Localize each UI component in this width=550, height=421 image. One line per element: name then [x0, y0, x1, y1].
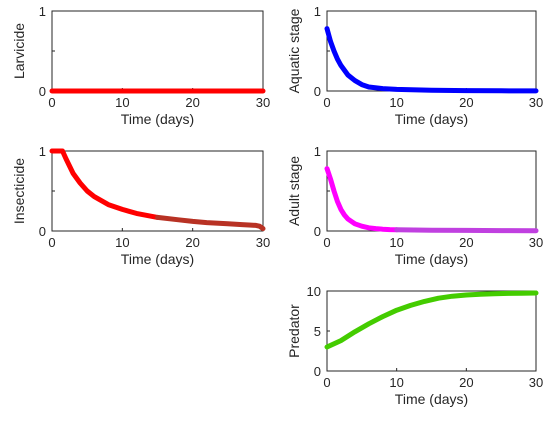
x-tick-label: 10: [115, 95, 129, 110]
y-tick-label: 1: [39, 4, 46, 19]
y-tick-label: 0: [39, 84, 46, 99]
y-axis-label: Larvicide: [11, 23, 27, 79]
y-axis-label: Adult stage: [286, 156, 302, 226]
x-tick-label: 20: [459, 375, 473, 390]
subplot-aquatic: 0 10 20 30 0 1 Time (days) Aquatic stage: [286, 4, 543, 127]
x-axis-label: Time (days): [395, 251, 468, 267]
y-tick-label: 0: [39, 224, 46, 239]
x-tick-label: 0: [323, 375, 330, 390]
x-axis-label: Time (days): [121, 251, 194, 267]
x-axis-label: Time (days): [121, 111, 194, 127]
series-line: [324, 26, 539, 94]
x-tick-label: 30: [529, 235, 543, 250]
x-tick-label: 10: [389, 375, 403, 390]
y-tick-label: 1: [39, 144, 46, 159]
plot-area: [326, 290, 537, 372]
x-tick-label: 10: [389, 235, 403, 250]
x-tick-label: 20: [185, 95, 199, 110]
y-axis-label: Insecticide: [11, 158, 27, 224]
series-line: [49, 148, 160, 220]
x-axis-label: Time (days): [395, 111, 468, 127]
series-line: [155, 214, 266, 232]
x-tick-label: 10: [115, 235, 129, 250]
y-tick-label: 0: [314, 84, 321, 99]
y-axis-label: Predator: [286, 304, 302, 358]
x-tick-label: 30: [256, 95, 270, 110]
series-line: [324, 290, 539, 350]
x-axis-label: Time (days): [395, 391, 468, 407]
x-tick-label: 30: [529, 95, 543, 110]
x-tick-label: 0: [323, 95, 330, 110]
plot-area: [326, 150, 537, 232]
x-tick-label: 20: [459, 235, 473, 250]
series-line: [324, 166, 400, 233]
y-tick-label: 10: [307, 284, 321, 299]
y-tick-label: 0: [314, 224, 321, 239]
x-tick-label: 30: [256, 235, 270, 250]
y-axis-label: Aquatic stage: [286, 8, 302, 93]
x-tick-label: 0: [323, 235, 330, 250]
y-tick-label: 1: [314, 4, 321, 19]
x-tick-label: 20: [459, 95, 473, 110]
subplot-insecticide: 0 10 20 30 0 1 Time (days) Insecticide: [11, 144, 270, 267]
y-tick-label: 0: [314, 364, 321, 379]
subplot-adult: 0 10 20 30 0 1 Time (days) Adult stage: [286, 144, 543, 267]
plot-area: [51, 10, 264, 92]
subplot-larvicide: 0 10 20 30 0 1 Time (days) Larvicide: [11, 4, 270, 127]
x-tick-label: 0: [48, 95, 55, 110]
y-tick-label: 5: [314, 324, 321, 339]
x-tick-label: 20: [185, 235, 199, 250]
plot-area: [326, 10, 537, 92]
x-tick-label: 30: [529, 375, 543, 390]
x-tick-label: 10: [389, 95, 403, 110]
y-tick-label: 1: [314, 144, 321, 159]
x-tick-label: 0: [48, 235, 55, 250]
series-line: [394, 227, 539, 234]
